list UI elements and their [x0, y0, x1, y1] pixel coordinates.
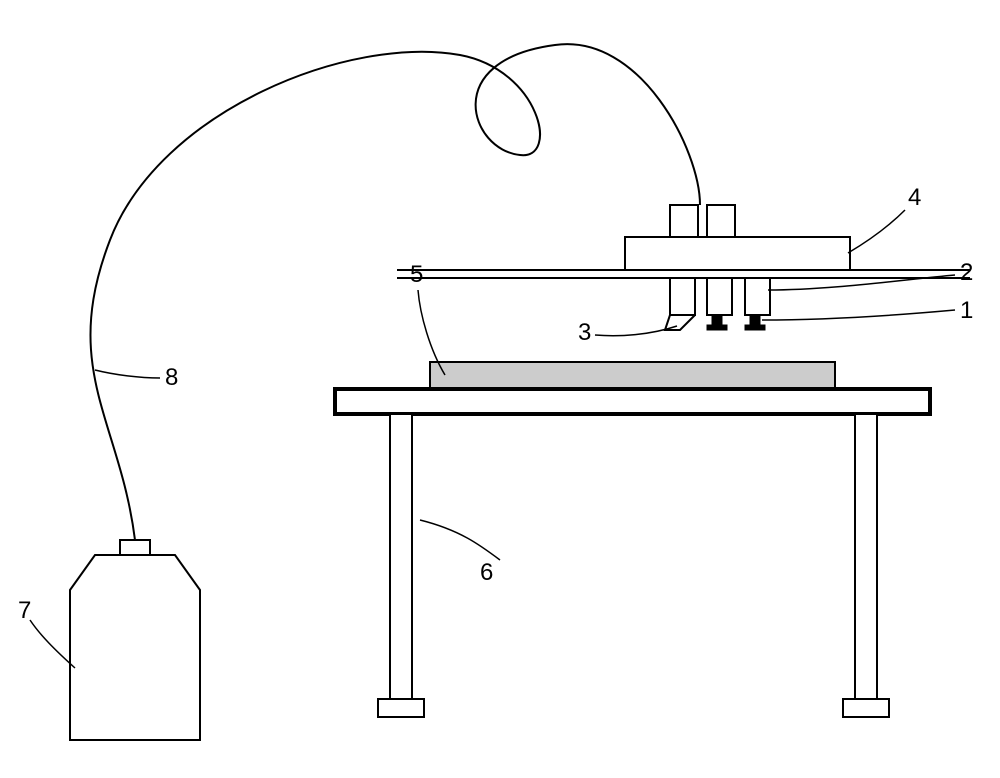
label-3: 3 [578, 319, 591, 346]
label-8: 8 [165, 364, 178, 391]
label-1: 1 [960, 297, 973, 324]
head-assembly [625, 205, 850, 330]
rail [397, 270, 970, 278]
table-top [335, 389, 930, 414]
label-7: 7 [18, 597, 31, 624]
label-2: 2 [960, 259, 973, 286]
plate [430, 362, 835, 389]
table-legs [378, 414, 889, 717]
diagram-canvas: 4 2 1 3 5 6 7 8 [0, 0, 1000, 778]
label-6: 6 [480, 559, 493, 586]
label-4: 4 [908, 184, 921, 211]
container [70, 540, 200, 740]
label-5: 5 [410, 261, 423, 288]
